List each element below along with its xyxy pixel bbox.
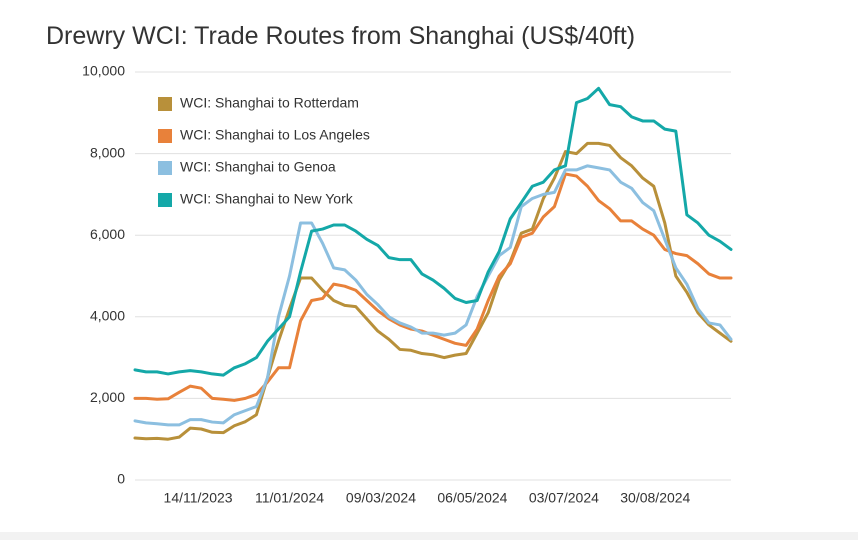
chart-title: Drewry WCI: Trade Routes from Shanghai (… bbox=[46, 22, 635, 50]
series-line bbox=[133, 164, 733, 427]
grid: 0 2,000 4,000 6,000 8,000 10,000 14/11/2023 11/… bbox=[82, 63, 731, 506]
y-tick-label: 8,000 bbox=[90, 144, 125, 160]
legend-label: WCI: Shanghai to Los Angeles bbox=[180, 127, 370, 143]
bottom-strip bbox=[0, 532, 858, 540]
x-tick-label: 14/11/2023 bbox=[164, 490, 233, 506]
y-tick-label: 2,000 bbox=[90, 389, 125, 405]
y-tick-label: 10,000 bbox=[82, 63, 125, 79]
series-line bbox=[133, 172, 733, 402]
series-line bbox=[133, 141, 733, 441]
legend-label: WCI: Shanghai to Rotterdam bbox=[180, 95, 359, 111]
legend-swatch bbox=[158, 193, 172, 207]
y-tick-label: 4,000 bbox=[90, 308, 125, 324]
x-tick-label: 30/08/2024 bbox=[620, 490, 690, 506]
x-tick-label: 09/03/2024 bbox=[346, 490, 416, 506]
legend-label: WCI: Shanghai to Genoa bbox=[180, 159, 336, 175]
series-line bbox=[133, 86, 733, 377]
legend-swatch bbox=[158, 129, 172, 143]
legend-swatch bbox=[158, 97, 172, 111]
legend: WCI: Shanghai to Rotterdam WCI: Shanghai … bbox=[158, 95, 370, 207]
legend-swatch bbox=[158, 161, 172, 175]
x-tick-label: 03/07/2024 bbox=[529, 490, 599, 506]
x-tick-label: 11/01/2024 bbox=[255, 490, 324, 506]
y-tick-label: 0 bbox=[117, 471, 125, 487]
y-tick-label: 6,000 bbox=[90, 226, 125, 242]
legend-label: WCI: Shanghai to New York bbox=[180, 191, 354, 207]
x-tick-label: 06/05/2024 bbox=[437, 490, 507, 506]
plot-lines bbox=[133, 86, 733, 441]
